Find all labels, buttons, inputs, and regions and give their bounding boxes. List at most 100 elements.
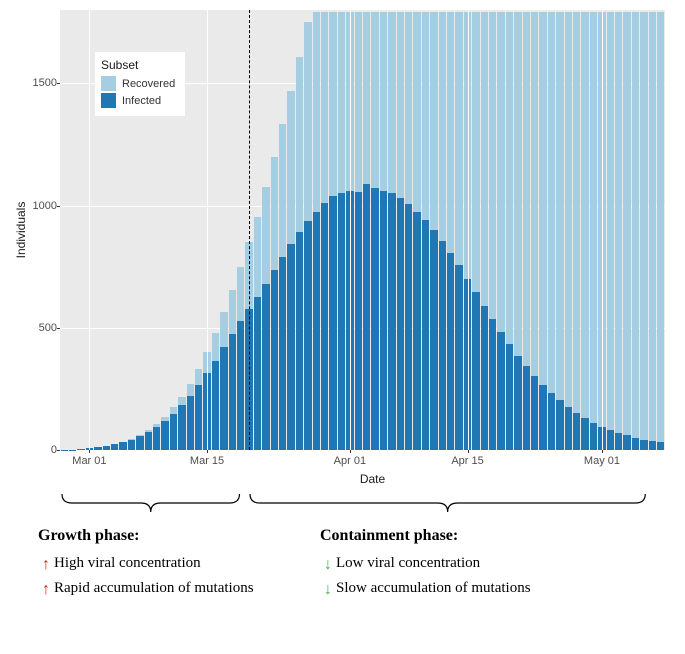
bar xyxy=(229,10,236,450)
x-tick-mark xyxy=(602,450,603,453)
bar xyxy=(447,10,454,450)
bar xyxy=(640,10,647,450)
bar-recovered xyxy=(657,12,664,450)
y-tick-mark xyxy=(57,206,60,207)
bar-infected xyxy=(649,441,656,450)
containment-line: ↓Low viral concentration xyxy=(320,553,650,576)
bar-infected xyxy=(212,361,219,450)
bar xyxy=(581,10,588,450)
bar xyxy=(573,10,580,450)
gridline-h xyxy=(60,450,665,451)
bar-infected xyxy=(388,193,395,450)
brace-icon xyxy=(60,492,242,514)
phase-line-text: High viral concentration xyxy=(54,553,201,575)
bar xyxy=(556,10,563,450)
bar-infected xyxy=(262,284,269,450)
bar-infected xyxy=(170,414,177,450)
bar xyxy=(615,10,622,450)
x-tick-label: Apr 15 xyxy=(451,455,483,467)
x-tick-label: Mar 15 xyxy=(190,455,224,467)
bar-infected xyxy=(313,212,320,450)
arrow-up-icon: ↑ xyxy=(38,553,54,576)
phase-divider-line xyxy=(249,10,250,450)
legend-label: Infected xyxy=(122,95,161,107)
bar-infected xyxy=(447,253,454,450)
bar-infected xyxy=(103,446,110,450)
bar-infected xyxy=(607,430,614,450)
legend-item: Infected xyxy=(101,93,175,108)
x-axis-title: Date xyxy=(0,472,685,486)
bar xyxy=(212,10,219,450)
bar xyxy=(321,10,328,450)
bar xyxy=(355,10,362,450)
bar-recovered xyxy=(590,12,597,450)
bar xyxy=(296,10,303,450)
y-tick-label: 500 xyxy=(7,322,57,334)
bar xyxy=(430,10,437,450)
bar-infected xyxy=(237,321,244,450)
arrow-down-icon: ↓ xyxy=(320,553,336,576)
y-tick-mark xyxy=(57,328,60,329)
x-tick-label: May 01 xyxy=(584,455,620,467)
bar-infected xyxy=(128,440,135,450)
bar-infected xyxy=(455,265,462,450)
bar-infected xyxy=(153,427,160,450)
x-tick-mark xyxy=(468,450,469,453)
legend-title: Subset xyxy=(101,58,175,72)
phase-line-text: Low viral concentration xyxy=(336,553,480,575)
bar-infected xyxy=(111,444,118,450)
bar-infected xyxy=(581,418,588,450)
bar xyxy=(187,10,194,450)
bar-infected xyxy=(287,244,294,450)
bar-infected xyxy=(329,196,336,450)
gridline-v xyxy=(350,10,351,450)
bar xyxy=(497,10,504,450)
bar-infected xyxy=(321,203,328,450)
brace-icon xyxy=(248,492,647,514)
bar-infected xyxy=(413,212,420,450)
bar xyxy=(481,10,488,450)
bar-infected xyxy=(178,405,185,450)
bar xyxy=(514,10,521,450)
bar-infected xyxy=(489,319,496,450)
bar-infected xyxy=(556,400,563,450)
bar xyxy=(329,10,336,450)
bar xyxy=(220,10,227,450)
bar xyxy=(607,10,614,450)
phase-line-text: Rapid accumulation of mutations xyxy=(54,578,254,600)
bar-recovered xyxy=(565,12,572,450)
x-tick-mark xyxy=(350,450,351,453)
bar xyxy=(338,10,345,450)
bar xyxy=(472,10,479,450)
bar xyxy=(371,10,378,450)
bar-infected xyxy=(472,292,479,450)
bar-infected xyxy=(657,442,664,450)
arrow-up-icon: ↑ xyxy=(38,578,54,601)
bar-recovered xyxy=(556,12,563,450)
growth-line: ↑High viral concentration xyxy=(38,553,318,576)
x-tick-label: Mar 01 xyxy=(72,455,106,467)
bar-infected xyxy=(77,449,84,450)
gridline-v xyxy=(602,10,603,450)
bar-recovered xyxy=(649,12,656,450)
bar xyxy=(195,10,202,450)
legend-swatch xyxy=(101,76,116,91)
bar-infected xyxy=(531,376,538,450)
bar xyxy=(380,10,387,450)
bar xyxy=(565,10,572,450)
bar xyxy=(413,10,420,450)
bar xyxy=(304,10,311,450)
bar-infected xyxy=(548,393,555,450)
gridline-v xyxy=(468,10,469,450)
bar xyxy=(422,10,429,450)
bar-infected xyxy=(363,184,370,450)
bar-infected xyxy=(254,297,261,450)
bar-recovered xyxy=(581,12,588,450)
bar-infected xyxy=(623,435,630,450)
legend-label: Recovered xyxy=(122,78,175,90)
bar xyxy=(69,10,76,450)
legend: Subset Recovered Infected xyxy=(95,52,185,116)
bar-infected xyxy=(523,366,530,450)
bar xyxy=(539,10,546,450)
x-tick-mark xyxy=(207,450,208,453)
